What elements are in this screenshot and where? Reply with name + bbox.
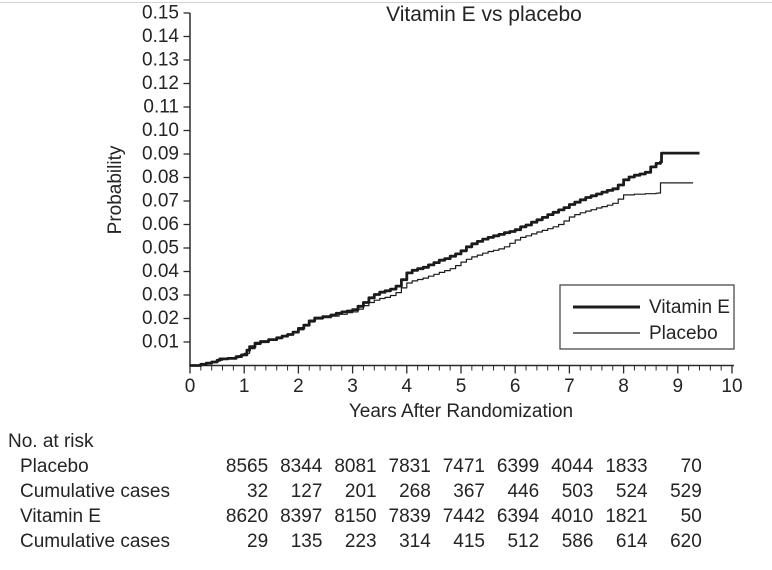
y-tick-label: 0.06 (142, 214, 179, 235)
y-tick-label: 0.14 (142, 26, 179, 47)
risk-value: 8081 (334, 456, 377, 477)
risk-value: 7839 (388, 506, 431, 527)
chart-title: Vitamin E vs placebo (386, 3, 582, 26)
risk-value: 586 (561, 531, 594, 552)
y-tick-label: 0.04 (142, 261, 179, 282)
risk-value: 4044 (551, 456, 594, 477)
y-tick-label: 0.05 (142, 238, 179, 259)
risk-value: 524 (615, 481, 648, 502)
risk-value: 7831 (388, 456, 431, 477)
y-tick-label: 0.13 (142, 50, 179, 71)
x-tick-label: 5 (456, 376, 467, 397)
y-tick-label: 0.02 (142, 308, 179, 329)
x-tick-label: 3 (347, 376, 358, 397)
risk-value: 8344 (280, 456, 323, 477)
risk-value: 50 (680, 506, 702, 527)
x-tick-label: 10 (721, 376, 742, 397)
risk-value: 415 (453, 531, 485, 552)
y-tick-label: 0.10 (142, 120, 179, 141)
y-tick-label: 0.12 (142, 73, 179, 94)
y-axis-ticks: 0.01 0.020.03 0.040.05 0.060.07 0.080.09 0.10… (142, 3, 190, 353)
x-tick-label: 7 (564, 376, 575, 397)
risk-value: 7442 (442, 506, 485, 527)
risk-value: 1821 (605, 506, 648, 527)
x-tick-label: 9 (673, 376, 684, 397)
risk-value: 503 (561, 481, 594, 502)
risk-value: 135 (290, 531, 323, 552)
y-tick-label: 0.15 (142, 3, 179, 24)
legend-label-placebo: Placebo (649, 323, 718, 344)
x-tick-label: 1 (239, 376, 250, 397)
x-axis-title: Years After Randomization (349, 401, 573, 422)
risk-value: 70 (680, 456, 702, 477)
risk-value: 314 (399, 531, 431, 552)
y-tick-label: 0.03 (142, 285, 179, 306)
risk-value: 367 (453, 481, 485, 502)
legend-box (559, 284, 735, 350)
risk-value: 6394 (496, 506, 540, 527)
curve-vitamin-e (190, 151, 700, 367)
risk-value: 4010 (551, 506, 594, 527)
x-tick-label: 6 (510, 376, 521, 397)
risk-value: 201 (344, 481, 377, 502)
top-border-rule (0, 2, 772, 3)
survival-chart: Vitamin E vs placebo Probability Years A… (105, 3, 743, 423)
risk-value: 8620 (225, 506, 269, 527)
legend: Vitamin E Placebo (559, 284, 735, 350)
risk-value: 1833 (605, 456, 648, 477)
risk-value: 8565 (225, 456, 269, 477)
risk-value: 512 (507, 531, 540, 552)
risk-value: 268 (399, 481, 431, 502)
risk-value: 529 (670, 481, 702, 502)
risk-value: 8150 (334, 506, 377, 527)
x-tick-label: 0 (185, 376, 196, 397)
x-tick-label: 4 (402, 376, 413, 397)
risk-value: 8397 (280, 506, 323, 527)
risk-value: 446 (507, 481, 540, 502)
risk-table-heading: No. at risk (8, 431, 94, 452)
risk-value: 223 (344, 531, 377, 552)
risk-value: 32 (247, 481, 269, 502)
y-tick-label: 0.08 (142, 167, 179, 188)
risk-row-label: Cumulative cases (20, 531, 170, 552)
y-tick-label: 0.09 (142, 144, 179, 165)
y-tick-label: 0.07 (142, 191, 179, 212)
risk-row-label: Placebo (20, 456, 89, 477)
y-tick-label: 0.11 (143, 97, 179, 118)
curve-placebo (190, 182, 693, 367)
risk-value: 6399 (496, 456, 540, 477)
risk-value: 620 (670, 531, 702, 552)
risk-row-label: Cumulative cases (20, 481, 170, 502)
risk-row-label: Vitamin E (20, 506, 101, 527)
risk-value: 7471 (442, 456, 485, 477)
x-tick-label: 2 (293, 376, 304, 397)
risk-value: 614 (615, 531, 648, 552)
y-tick-label: 0.01 (142, 332, 179, 353)
risk-value: 29 (247, 531, 269, 552)
x-tick-label: 8 (618, 376, 629, 397)
risk-value: 127 (290, 481, 323, 502)
legend-label-vitamin-e: Vitamin E (649, 297, 730, 318)
x-axis-ticks: 0 1 2 3 4 5 6 7 8 9 10 (185, 365, 743, 397)
y-axis-title: Probability (105, 145, 126, 234)
km-curves (190, 151, 700, 367)
